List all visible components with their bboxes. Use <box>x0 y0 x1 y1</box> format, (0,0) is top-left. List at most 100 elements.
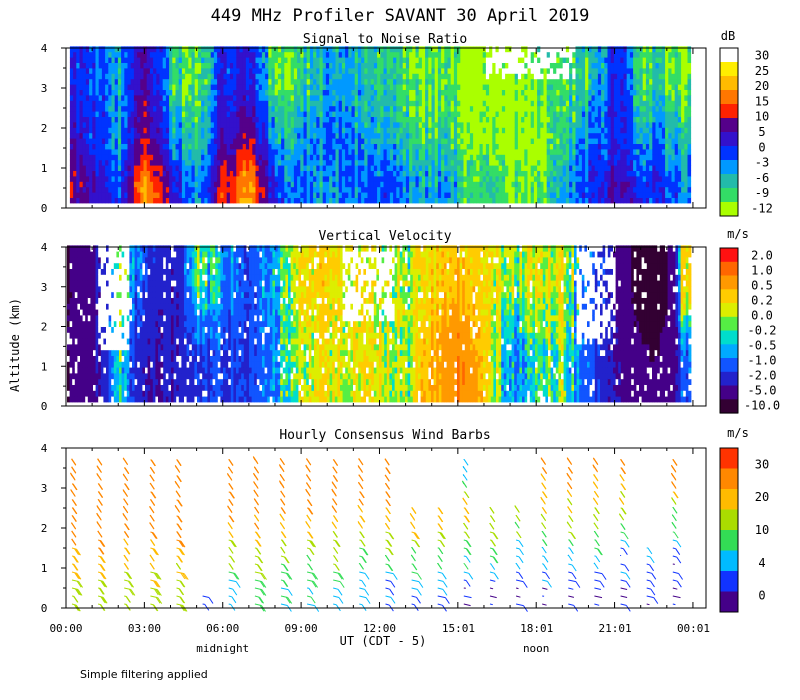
snr-cell <box>498 132 503 139</box>
snr-cell <box>540 138 544 144</box>
snr-cell <box>613 132 618 139</box>
snr-cell <box>613 57 618 63</box>
snr-cell <box>284 192 288 198</box>
snr-cell <box>325 197 330 204</box>
snr-cell <box>121 57 125 63</box>
snr-cell <box>140 95 144 101</box>
snr-cell <box>108 116 112 123</box>
snr-cell <box>607 95 612 101</box>
snr-cell <box>117 170 122 177</box>
snr-cell <box>594 192 599 198</box>
snr-cell <box>514 127 519 134</box>
snr-cell <box>149 181 154 188</box>
snr-cell <box>613 176 618 182</box>
snr-cell <box>367 100 372 107</box>
snr-cell <box>357 127 362 134</box>
snr-cell <box>252 68 256 74</box>
snr-cell <box>361 57 365 63</box>
snr-cell <box>425 159 429 166</box>
snr-cell <box>377 73 381 80</box>
snr-cell <box>617 111 621 117</box>
snr-cell <box>271 192 276 198</box>
snr-cell <box>345 105 349 112</box>
snr-cell <box>85 57 90 63</box>
snr-cell <box>124 143 128 150</box>
snr-cell <box>604 122 608 128</box>
snr-cell <box>610 192 615 198</box>
snr-cell <box>255 78 260 85</box>
snr-cell <box>197 159 202 166</box>
snr-cell <box>588 111 592 117</box>
snr-cell <box>533 186 538 193</box>
snr-cell <box>585 132 589 139</box>
snr-cell <box>309 51 314 58</box>
snr-cell <box>290 46 295 53</box>
snr-cell <box>370 165 375 171</box>
snr-cell <box>549 57 554 63</box>
snr-cell <box>364 122 368 128</box>
snr-cell <box>389 149 394 155</box>
snr-cell <box>197 165 202 171</box>
snr-cell <box>524 176 528 182</box>
snr-cell <box>242 149 247 155</box>
snr-cell <box>501 165 506 171</box>
snr-cell <box>399 116 404 123</box>
snr-cell <box>505 122 509 128</box>
snr-cell <box>460 138 464 144</box>
snr-cell <box>444 176 448 182</box>
snr-cell <box>197 192 202 198</box>
snr-cell <box>540 51 544 58</box>
snr-cell <box>533 181 538 188</box>
snr-cell <box>249 165 253 171</box>
snr-cell <box>201 100 205 107</box>
snr-cell <box>383 143 388 150</box>
snr-cell <box>143 62 148 69</box>
snr-cell <box>581 68 586 74</box>
snr-cell <box>165 170 170 177</box>
snr-cell <box>601 159 605 166</box>
snr-cell <box>466 57 471 63</box>
snr-cell <box>533 100 538 107</box>
snr-cell <box>82 154 87 161</box>
snr-cell <box>300 62 304 69</box>
snr-cell <box>172 197 176 204</box>
snr-cell <box>108 105 112 112</box>
snr-cell <box>393 138 397 144</box>
snr-cell <box>553 116 557 123</box>
snr-cell <box>258 181 263 188</box>
snr-cell <box>313 68 317 74</box>
snr-cell <box>393 78 397 85</box>
snr-cell <box>159 186 164 193</box>
snr-cell <box>338 122 343 128</box>
snr-cell <box>213 149 218 155</box>
snr-cell <box>236 105 240 112</box>
snr-cell <box>495 143 500 150</box>
snr-cell <box>425 154 429 161</box>
snr-cell <box>357 100 362 107</box>
snr-cell <box>373 105 378 112</box>
snr-cell <box>303 73 308 80</box>
snr-cell <box>316 122 320 128</box>
snr-cell <box>143 192 148 198</box>
snr-cell <box>361 127 365 134</box>
snr-cell <box>479 84 484 90</box>
snr-cell <box>501 100 506 107</box>
snr-cell <box>613 165 618 171</box>
snr-cell <box>236 89 240 96</box>
snr-cell <box>373 68 378 74</box>
snr-cell <box>85 170 90 177</box>
snr-cell <box>313 89 317 96</box>
snr-cell <box>607 181 612 188</box>
snr-cell <box>543 73 548 80</box>
snr-cell <box>121 73 125 80</box>
snr-cell <box>89 68 93 74</box>
snr-cell <box>277 68 282 74</box>
snr-cell <box>594 84 599 90</box>
snr-cell <box>498 89 503 96</box>
snr-cell <box>332 176 336 182</box>
snr-cell <box>153 122 157 128</box>
snr-cell <box>261 154 266 161</box>
snr-cell <box>245 51 250 58</box>
snr-cell <box>533 143 538 150</box>
snr-cell <box>309 165 314 171</box>
